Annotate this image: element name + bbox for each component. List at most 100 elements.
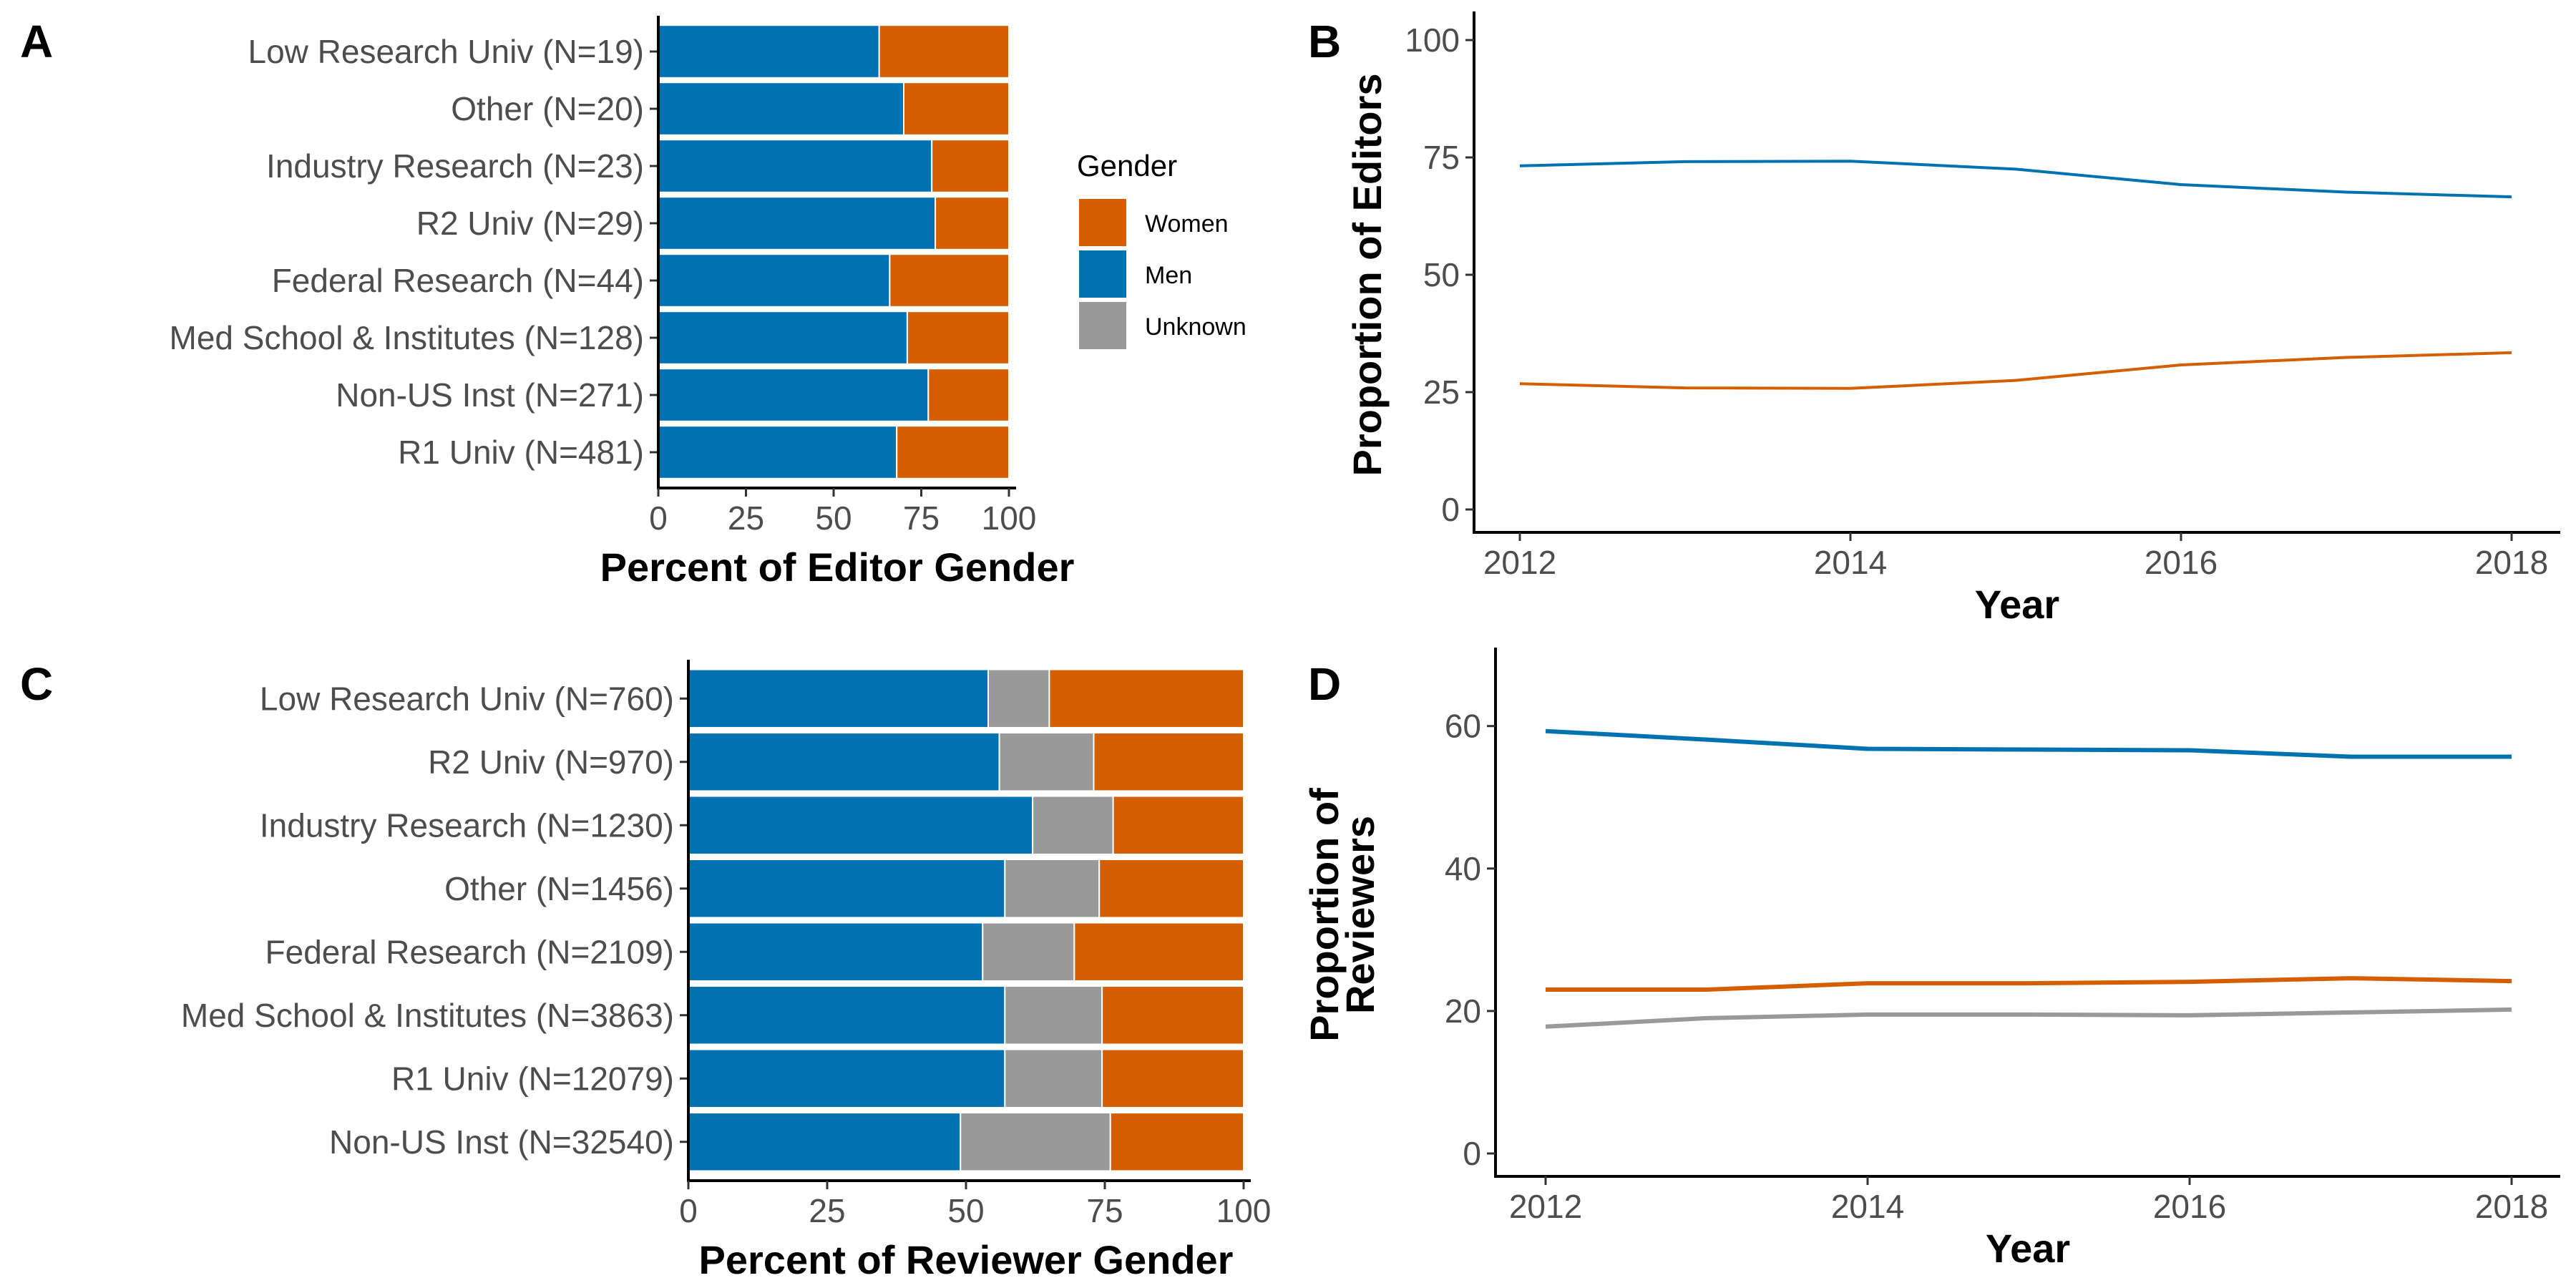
x-tick-label: 25 bbox=[809, 1192, 845, 1229]
x-tick-label: 2014 bbox=[1814, 544, 1887, 581]
bar-segment-women bbox=[1073, 922, 1244, 982]
bar-segment-men bbox=[688, 668, 990, 728]
y-axis-title-line: Proportion of bbox=[1302, 788, 1347, 1042]
category-label: Non-US Inst (N=271) bbox=[336, 376, 644, 414]
bar-segment-women bbox=[935, 196, 1010, 250]
bar-segment-unknown bbox=[1004, 1048, 1103, 1108]
x-tick-label: 0 bbox=[649, 499, 668, 537]
x-tick-label: 50 bbox=[947, 1192, 984, 1229]
legend-label-women: Women bbox=[1145, 210, 1229, 238]
y-tick-label: 75 bbox=[1423, 139, 1460, 176]
bar-segment-unknown bbox=[1004, 859, 1101, 919]
bar-segment-men bbox=[658, 425, 898, 479]
series-line-men bbox=[1545, 728, 2512, 759]
category-label: Low Research Univ (N=760) bbox=[260, 680, 674, 717]
bar-segment-women bbox=[1048, 668, 1245, 728]
category-label: Other (N=1456) bbox=[444, 870, 674, 907]
bar-segment-men bbox=[658, 24, 880, 79]
y-tick-label: 40 bbox=[1445, 850, 1481, 887]
x-tick-label: 2014 bbox=[1831, 1188, 1904, 1225]
category-label: Federal Research (N=44) bbox=[272, 262, 644, 299]
bar-segment-unknown bbox=[960, 1112, 1111, 1172]
category-label: R2 Univ (N=970) bbox=[428, 743, 674, 781]
y-tick-label: 50 bbox=[1423, 256, 1460, 293]
bar-segment-women bbox=[1101, 1048, 1244, 1108]
category-label: R2 Univ (N=29) bbox=[416, 205, 644, 242]
panel-letter-b: B bbox=[1308, 16, 1341, 67]
x-axis-title: Year bbox=[1986, 1226, 2070, 1271]
bar-segment-women bbox=[931, 139, 1010, 193]
y-tick-label: 25 bbox=[1423, 374, 1460, 411]
y-axis-title-line: Reviewers bbox=[1337, 816, 1382, 1014]
x-tick-label: 2016 bbox=[2145, 544, 2218, 581]
bar-segment-men bbox=[658, 196, 937, 250]
y-axis-title: Proportion of Editors bbox=[1345, 73, 1390, 476]
panel-d-line-chart: 0 20 40 60 2012 2014 2016 2018 Year Proportion of… bbox=[1302, 648, 2560, 1271]
x-axis-title: Percent of Editor Gender bbox=[600, 545, 1075, 590]
panel-letter-d: D bbox=[1308, 658, 1341, 710]
bar-segment-men bbox=[688, 732, 1000, 792]
category-label: Industry Research (N=23) bbox=[266, 147, 644, 185]
bar-segment-women bbox=[903, 82, 1010, 136]
bar-segment-men bbox=[688, 1048, 1006, 1108]
x-tick-label: 75 bbox=[903, 499, 940, 537]
bar-segment-women bbox=[1098, 859, 1244, 919]
y-tick-label: 0 bbox=[1463, 1135, 1481, 1172]
x-tick-label: 25 bbox=[728, 499, 764, 537]
bar-segment-unknown bbox=[998, 732, 1095, 792]
category-label: Low Research Univ (N=19) bbox=[248, 33, 644, 70]
bar-segment-men bbox=[688, 859, 1006, 919]
x-tick-label: 50 bbox=[815, 499, 852, 537]
series-line-women bbox=[1519, 351, 2512, 390]
bar-segment-unknown bbox=[1032, 795, 1114, 855]
bar-segment-unknown bbox=[1004, 985, 1103, 1045]
category-label: Med School & Institutes (N=3863) bbox=[181, 997, 674, 1034]
series-line-unknown bbox=[1545, 1007, 2512, 1029]
bar-segment-women bbox=[889, 253, 1010, 308]
y-tick-label: 20 bbox=[1445, 992, 1481, 1030]
x-tick-label: 2018 bbox=[2475, 1188, 2548, 1225]
x-axis-title: Year bbox=[1975, 582, 2059, 627]
bar-segment-men bbox=[658, 311, 908, 365]
bar-segment-women bbox=[1101, 985, 1244, 1045]
legend-label-men: Men bbox=[1145, 262, 1192, 289]
legend-swatch-men bbox=[1079, 250, 1126, 298]
x-tick-label: 100 bbox=[1216, 1192, 1272, 1229]
category-label: Federal Research (N=2109) bbox=[265, 933, 674, 970]
x-tick-label: 0 bbox=[679, 1192, 698, 1229]
x-tick-label: 100 bbox=[982, 499, 1037, 537]
bar-segment-women bbox=[896, 425, 1010, 479]
x-tick-label: 2012 bbox=[1509, 1188, 1582, 1225]
bar-segment-men bbox=[688, 985, 1006, 1045]
y-axis-title: Proportion ofReviewers bbox=[1302, 788, 1382, 1042]
y-tick-label: 0 bbox=[1441, 491, 1460, 528]
bar-segment-unknown bbox=[987, 668, 1050, 728]
gender-legend: Gender Women Men Unknown bbox=[1077, 149, 1246, 349]
series-line-women bbox=[1546, 976, 2512, 992]
bar-segment-men bbox=[658, 82, 904, 136]
category-label: Med School & Institutes (N=128) bbox=[170, 319, 645, 356]
bar-segment-men bbox=[658, 253, 891, 308]
panel-a-bar-chart: Low Research Univ (N=19) Other (N=20) Indu… bbox=[170, 16, 1075, 590]
y-tick-label: 100 bbox=[1405, 21, 1460, 59]
category-label: R1 Univ (N=12079) bbox=[391, 1060, 674, 1097]
x-tick-label: 2016 bbox=[2153, 1188, 2226, 1225]
panel-letter-a: A bbox=[20, 16, 53, 67]
bar-segment-women bbox=[906, 311, 1010, 365]
panel-letter-c: C bbox=[20, 658, 53, 710]
legend-title: Gender bbox=[1077, 149, 1177, 182]
y-tick-label: 60 bbox=[1445, 708, 1481, 745]
category-label: Other (N=20) bbox=[451, 90, 644, 127]
legend-label-unknown: Unknown bbox=[1145, 313, 1246, 341]
bar-segment-women bbox=[878, 24, 1010, 79]
legend-swatch-unknown bbox=[1079, 302, 1126, 349]
category-label: Industry Research (N=1230) bbox=[260, 806, 674, 844]
bar-segment-women bbox=[1112, 795, 1245, 855]
panel-c-bar-chart: Low Research Univ (N=760) R2 Univ (N=970)… bbox=[181, 660, 1271, 1282]
legend-swatch-women bbox=[1079, 199, 1126, 246]
series-line-men bbox=[1519, 160, 2512, 199]
panel-b-line-chart: 0 25 50 75 100 2012 2014 2016 2018 Year Proportion… bbox=[1345, 11, 2560, 627]
x-tick-label: 75 bbox=[1086, 1192, 1123, 1229]
bar-segment-women bbox=[1093, 732, 1244, 792]
